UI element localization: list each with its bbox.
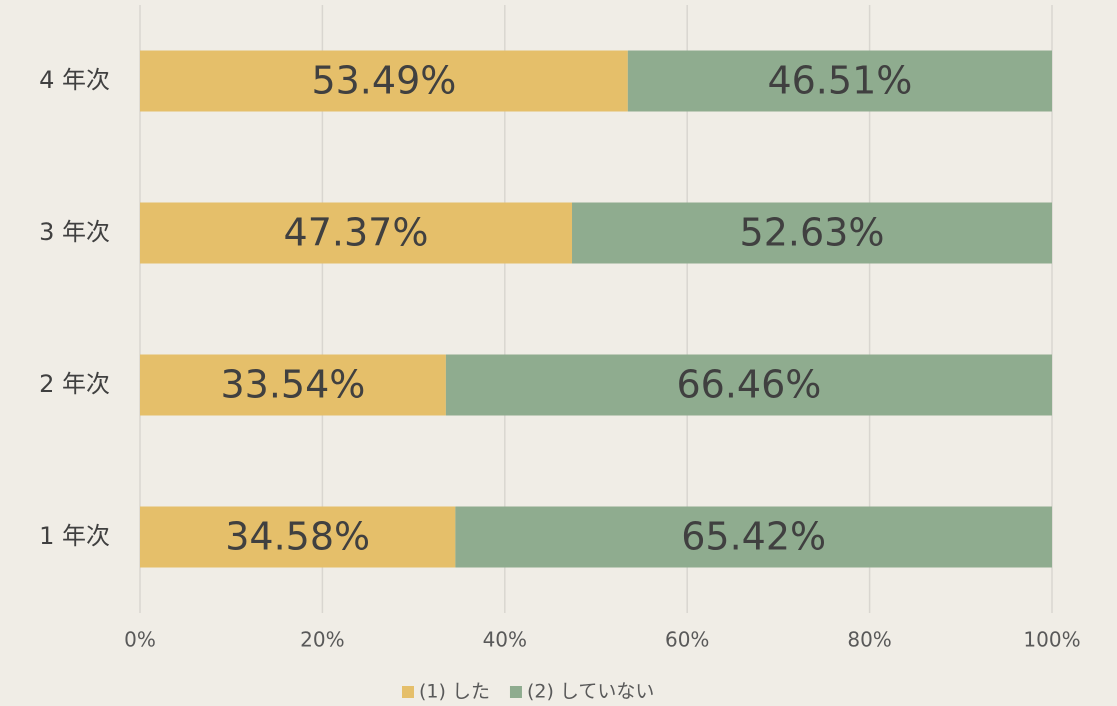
bar-segment	[140, 50, 628, 112]
x-tick-label: 0%	[124, 628, 156, 652]
value-label: 66.46%	[676, 363, 821, 407]
value-label: 47.37%	[284, 211, 429, 255]
x-tick-label: 40%	[483, 628, 527, 652]
bar-segment	[455, 506, 1052, 568]
bar-segment	[140, 354, 446, 416]
category-label: 3 年次	[39, 218, 110, 246]
x-tick-label: 60%	[665, 628, 709, 652]
bar-segment	[572, 202, 1052, 264]
legend-swatch	[509, 686, 522, 698]
legend-label: (1) した	[419, 681, 490, 703]
bar-segment	[627, 50, 1052, 112]
value-label: 52.63%	[740, 211, 885, 255]
x-tick-label: 80%	[847, 628, 891, 652]
value-label: 46.51%	[767, 59, 912, 103]
category-label: 4 年次	[39, 66, 110, 94]
bar-segment	[140, 506, 456, 568]
bar-segment	[445, 354, 1053, 416]
value-label: 34.58%	[225, 515, 370, 559]
x-tick-label: 100%	[1023, 628, 1080, 652]
category-label: 2 年次	[39, 370, 110, 398]
legend-label: (2) していない	[527, 681, 654, 703]
value-label: 53.49%	[311, 59, 456, 103]
value-label: 65.42%	[681, 515, 826, 559]
value-label: 33.54%	[220, 363, 365, 407]
category-label: 1 年次	[39, 522, 110, 550]
bar-segment	[140, 202, 573, 264]
x-tick-label: 20%	[300, 628, 344, 652]
legend-swatch	[402, 686, 414, 698]
